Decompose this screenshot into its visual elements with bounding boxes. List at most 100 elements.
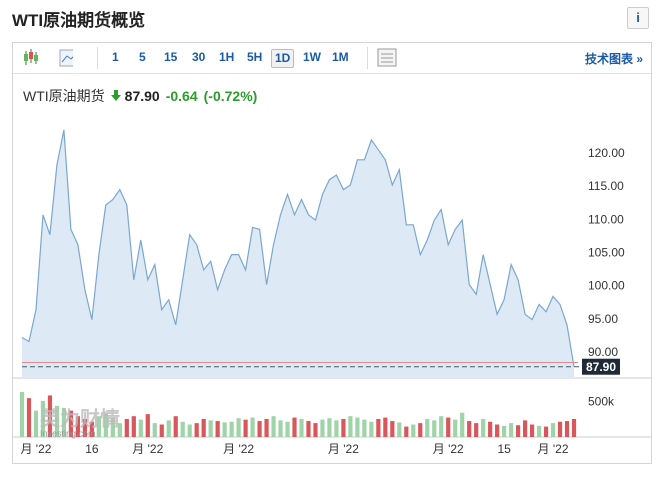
volume-bar bbox=[418, 423, 423, 437]
volume-bar bbox=[103, 413, 108, 437]
table-icon[interactable] bbox=[375, 43, 405, 73]
interval-button[interactable]: 1D bbox=[271, 49, 295, 68]
interval-button[interactable]: 1 bbox=[112, 50, 119, 64]
down-arrow bbox=[110, 90, 121, 101]
y-tick-label: 95.00 bbox=[588, 312, 618, 326]
volume-bar bbox=[26, 398, 32, 437]
volume-bar bbox=[550, 423, 556, 437]
volume-bar bbox=[557, 421, 563, 437]
volume-bar bbox=[75, 416, 80, 437]
volume-bar bbox=[110, 417, 115, 437]
x-tick-label: 月 '22 bbox=[328, 442, 359, 456]
volume-bar bbox=[47, 395, 53, 437]
volume-bar bbox=[19, 391, 25, 437]
volume-bar bbox=[243, 419, 248, 437]
volume-bar bbox=[54, 405, 60, 437]
volume-bar bbox=[215, 421, 220, 437]
volume-bar bbox=[369, 421, 374, 437]
volume-bar bbox=[187, 424, 192, 437]
volume-bar bbox=[341, 418, 346, 437]
volume-bar bbox=[306, 421, 311, 437]
volume-bar bbox=[173, 416, 178, 437]
volume-bar bbox=[383, 417, 388, 437]
volume-bar bbox=[236, 418, 241, 437]
volume-bar bbox=[40, 400, 46, 437]
y-tick-label: 110.00 bbox=[588, 212, 624, 226]
volume-bar bbox=[502, 425, 507, 437]
volume-bar bbox=[152, 423, 157, 437]
y-tick-label: 105.00 bbox=[588, 245, 625, 259]
volume-bar bbox=[201, 418, 206, 437]
volume-bar bbox=[495, 424, 500, 437]
x-tick-label: 月 '22 bbox=[132, 442, 163, 456]
volume-bar bbox=[397, 422, 402, 437]
interval-button[interactable]: 1W bbox=[303, 50, 321, 64]
instrument-name: WTI原油期货 bbox=[23, 88, 105, 104]
volume-bar bbox=[425, 418, 430, 437]
interval-button[interactable]: 5 bbox=[139, 50, 146, 64]
volume-bar bbox=[516, 425, 521, 437]
volume-bar bbox=[536, 425, 542, 437]
volume-bar bbox=[299, 418, 304, 437]
volume-bar bbox=[320, 419, 325, 437]
volume-bar bbox=[250, 417, 255, 437]
volume-bar bbox=[257, 421, 262, 437]
volume-bar bbox=[571, 418, 577, 437]
volume-bar bbox=[285, 421, 290, 437]
volume-bar bbox=[334, 420, 339, 437]
price-line bbox=[21, 129, 575, 367]
x-tick-label: 月 '22 bbox=[538, 442, 569, 456]
volume-bar bbox=[89, 421, 94, 437]
interval-button[interactable]: 1M bbox=[332, 50, 349, 64]
separator bbox=[97, 47, 98, 69]
chart-panel: 1 5 15 30 1H 5H 1D 1W 1M 技术图表 » WTI原油期货 87.90 -0.6… bbox=[12, 42, 652, 464]
interval-button[interactable]: 30 bbox=[192, 50, 206, 64]
volume-bar bbox=[292, 417, 297, 437]
volume-bar bbox=[33, 410, 39, 437]
volume-bar bbox=[61, 407, 67, 437]
volume-bar bbox=[446, 417, 451, 437]
volume-tick-label: 500k bbox=[588, 395, 615, 409]
current-price-box bbox=[582, 358, 620, 375]
watermark-brand: 英为财情 bbox=[40, 406, 120, 430]
volume-bar bbox=[271, 416, 276, 437]
x-tick-label: 月 '22 bbox=[20, 442, 51, 456]
volume-bar bbox=[180, 421, 185, 437]
interval-button[interactable]: 1H bbox=[219, 50, 235, 64]
x-tick-label: 16 bbox=[85, 442, 99, 456]
volume-bar bbox=[194, 423, 199, 437]
volume-bar bbox=[474, 423, 479, 437]
volume-bar bbox=[432, 420, 437, 437]
volume-bar bbox=[529, 424, 535, 437]
x-tick-label: 月 '22 bbox=[223, 442, 254, 456]
technical-chart-link[interactable]: 技术图表 » bbox=[584, 52, 643, 66]
volume-bar bbox=[355, 417, 360, 437]
info-button[interactable]: i bbox=[627, 7, 649, 29]
volume-bar bbox=[159, 424, 164, 437]
interval-button[interactable]: 5H bbox=[247, 50, 263, 64]
x-tick-label: 15 bbox=[497, 442, 511, 456]
volume-bar bbox=[222, 422, 227, 437]
volume-bar bbox=[564, 421, 570, 437]
volume-bar bbox=[278, 420, 283, 437]
volume-bar bbox=[145, 414, 150, 437]
volume-bar bbox=[166, 420, 171, 437]
y-tick-label: 100.00 bbox=[588, 279, 625, 293]
volume-bar bbox=[376, 418, 381, 437]
widget-title: WTI原油期货概览 bbox=[12, 11, 146, 30]
volume-bar bbox=[117, 423, 122, 437]
volume-bar bbox=[522, 420, 528, 437]
interval-button[interactable]: 15 bbox=[164, 50, 178, 64]
toolbar: 1 5 15 30 1H 5H 1D 1W 1M 技术图表 » bbox=[13, 43, 651, 74]
volume-bar bbox=[138, 419, 143, 437]
chart-type-icons[interactable] bbox=[13, 43, 73, 73]
volume-bar bbox=[411, 424, 416, 437]
volume-bar bbox=[481, 418, 486, 437]
volume-bar bbox=[362, 419, 367, 437]
quote-row: WTI原油期货 87.90 -0.64 (-0.72%) bbox=[23, 86, 263, 106]
volume-bar bbox=[327, 418, 332, 437]
volume-bar bbox=[131, 416, 136, 437]
volume-bar bbox=[509, 423, 514, 437]
